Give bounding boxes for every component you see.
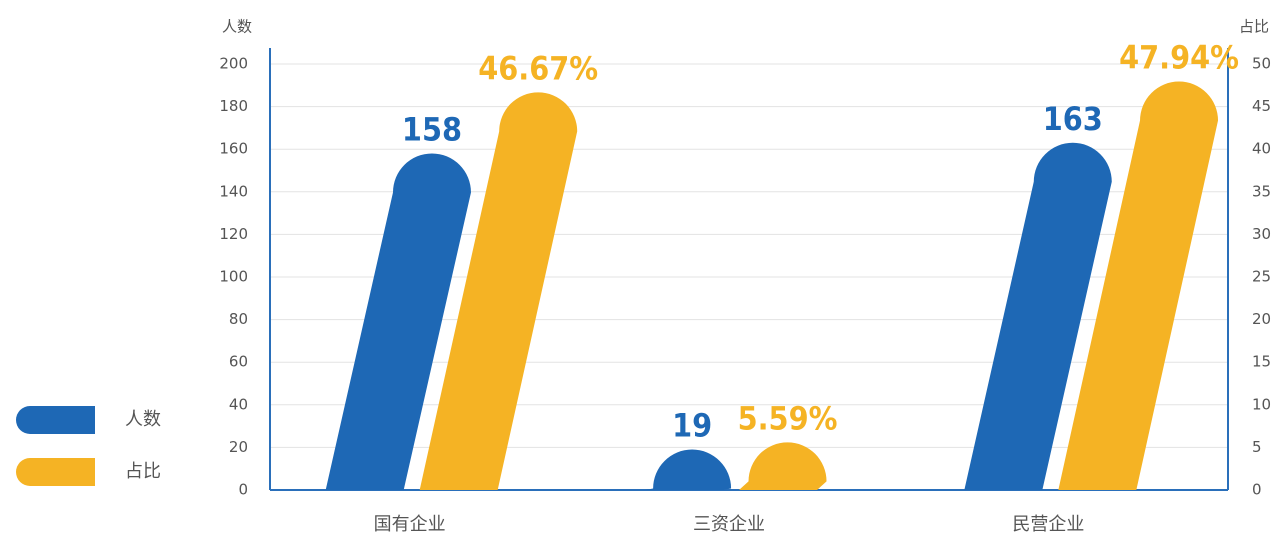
y-tick-label: 200 bbox=[219, 55, 248, 73]
y-tick-label: 60 bbox=[229, 353, 248, 371]
bar bbox=[739, 442, 827, 490]
y-tick-label: 120 bbox=[219, 225, 248, 243]
value-label: 47.94% bbox=[1119, 39, 1239, 77]
value-label: 5.59% bbox=[738, 399, 838, 437]
y-tick-label: 160 bbox=[219, 140, 248, 158]
value-label: 19 bbox=[672, 407, 712, 445]
legend-label: 人数 bbox=[125, 409, 161, 430]
legend-swatch bbox=[16, 458, 95, 486]
y2-tick-label: 50 bbox=[1252, 55, 1271, 73]
x-tick-label: 三资企业 bbox=[693, 514, 765, 535]
y2-tick-label: 0 bbox=[1252, 481, 1262, 499]
bar bbox=[645, 449, 732, 490]
bar bbox=[419, 92, 578, 490]
value-label: 46.67% bbox=[478, 49, 598, 87]
x-tick-label: 国有企业 bbox=[374, 514, 446, 535]
y2-axis-label: 占比 bbox=[1239, 18, 1269, 36]
y2-tick-label: 35 bbox=[1252, 182, 1271, 200]
y2-tick-label: 45 bbox=[1252, 97, 1271, 115]
legend-label: 占比 bbox=[125, 461, 161, 482]
y2-tick-label: 30 bbox=[1252, 225, 1271, 243]
y2-tick-label: 5 bbox=[1252, 438, 1262, 456]
y-tick-label: 40 bbox=[229, 395, 248, 413]
value-label: 163 bbox=[1043, 100, 1103, 138]
y-tick-label: 80 bbox=[229, 310, 248, 328]
y-tick-label: 140 bbox=[219, 182, 248, 200]
bar bbox=[1058, 81, 1219, 490]
y2-tick-label: 40 bbox=[1252, 140, 1271, 158]
y2-tick-label: 25 bbox=[1252, 268, 1271, 286]
y-tick-label: 20 bbox=[229, 438, 248, 456]
y-tick-label: 100 bbox=[219, 268, 248, 286]
bar bbox=[964, 142, 1112, 490]
x-tick-label: 民营企业 bbox=[1012, 514, 1084, 535]
bar bbox=[325, 153, 471, 490]
y2-tick-label: 20 bbox=[1252, 310, 1271, 328]
y2-tick-label: 15 bbox=[1252, 353, 1271, 371]
value-label: 158 bbox=[402, 110, 462, 148]
y-axis-label: 人数 bbox=[222, 18, 252, 36]
y2-tick-label: 10 bbox=[1252, 395, 1271, 413]
legend-swatch bbox=[16, 406, 95, 434]
y-tick-label: 0 bbox=[238, 481, 248, 499]
y-tick-label: 180 bbox=[219, 97, 248, 115]
